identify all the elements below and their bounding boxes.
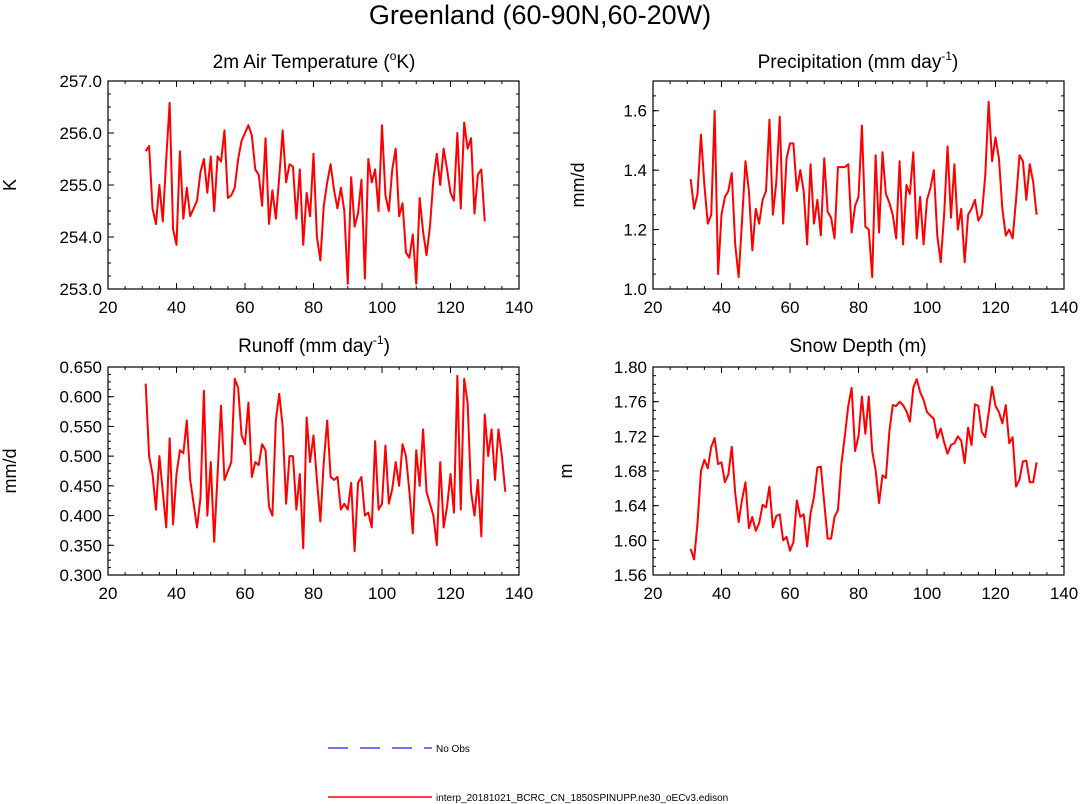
panel-title-runoff: Runoff (mm day-1) <box>238 333 390 357</box>
x-tick-label: 120 <box>436 584 464 603</box>
y-tick-label: 1.64 <box>614 497 647 516</box>
x-tick-label: 120 <box>436 298 464 317</box>
plot-area-snow-depth: 20 40 60 80 100 120 140 1.56 1.60 1.64 1.68 1.72 1.7… <box>614 358 1078 603</box>
plot-frame <box>652 366 1065 576</box>
y-axis-label: mm/d <box>0 449 20 494</box>
y-tick-label: 1.72 <box>614 427 647 446</box>
y-tick-label: 1.6 <box>623 102 647 121</box>
y-tick-label: 257.0 <box>59 72 102 91</box>
x-tick-label: 60 <box>781 298 800 317</box>
x-tick-label: 60 <box>236 298 255 317</box>
y-tick-label: 255.0 <box>59 176 102 195</box>
x-tick-label: 100 <box>368 584 396 603</box>
panel-unit-exponent: -1 <box>373 333 384 347</box>
panel-unit-kelvin: K) <box>396 52 415 73</box>
legend: No Obs interp_20181021_BCRC_CN_1850SPINU… <box>328 744 728 804</box>
x-tick-label: 100 <box>368 298 396 317</box>
y-tick-label: 256.0 <box>59 124 102 143</box>
panel-title-precipitation: Precipitation (mm day-1) <box>758 49 959 73</box>
y-tick-label: 1.80 <box>614 358 647 377</box>
y-tick-label: 0.550 <box>59 417 102 436</box>
y-tick-label: 254.0 <box>59 228 102 247</box>
panel-title-text: 2m Air Temperature <box>213 52 378 73</box>
x-tick-label: 140 <box>1050 298 1078 317</box>
series-line <box>689 378 1038 561</box>
x-tick-label: 20 <box>644 298 663 317</box>
series-line <box>144 374 507 553</box>
panel-unit-degree: o <box>390 49 397 63</box>
y-tick-label: 0.600 <box>59 388 102 407</box>
x-tick-label: 140 <box>1050 584 1078 603</box>
x-tick-label: 100 <box>913 584 941 603</box>
x-tick-label: 80 <box>304 584 323 603</box>
y-tick-label: 1.2 <box>623 221 647 240</box>
x-tick-label: 60 <box>781 584 800 603</box>
y-axis-label: mm/d <box>568 163 588 208</box>
panel-precipitation: Precipitation (mm day-1) mm/d 20 40 60 80 10… <box>568 49 1078 317</box>
y-tick-label: 1.68 <box>614 462 647 481</box>
y-tick-label: 0.300 <box>59 566 102 585</box>
y-tick-label: 1.4 <box>623 161 647 180</box>
y-axis-label: m <box>556 464 576 479</box>
panel-unit-exponent: -1 <box>941 49 952 63</box>
series-line <box>144 101 486 285</box>
x-tick-label: 40 <box>712 298 731 317</box>
x-tick-label: 40 <box>167 584 186 603</box>
y-tick-label: 0.450 <box>59 477 102 496</box>
x-tick-label: 80 <box>849 298 868 317</box>
y-tick-label: 0.400 <box>59 507 102 526</box>
y-tick-label: 1.0 <box>623 280 647 299</box>
y-tick-label: 253.0 <box>59 280 102 299</box>
x-tick-label: 120 <box>981 298 1009 317</box>
x-tick-label: 80 <box>849 584 868 603</box>
plot-area-precipitation: 20 40 60 80 100 120 140 1.0 1.2 1.4 1.6 <box>623 80 1078 317</box>
plot-area-air-temperature: 20 40 60 80 100 120 140 253.0 254.0 255.0 256.0 257… <box>59 72 533 317</box>
y-axis-label: K <box>0 179 20 191</box>
x-tick-label: 100 <box>913 298 941 317</box>
x-tick-label: 140 <box>505 298 533 317</box>
x-tick-label: 140 <box>505 584 533 603</box>
figure-title: Greenland (60-90N,60-20W) <box>369 0 711 30</box>
series-line <box>689 100 1038 279</box>
panel-title-air-temperature: 2m Air Temperature (oK) <box>213 49 416 73</box>
panel-snow-depth: Snow Depth (m) m 20 40 60 80 100 120 140 1.56 1.… <box>556 336 1078 603</box>
x-tick-label: 60 <box>236 584 255 603</box>
x-tick-label: 40 <box>712 584 731 603</box>
panel-air-temperature: 2m Air Temperature (oK) K 20 40 60 80 100 120… <box>0 49 533 317</box>
panel-runoff: Runoff (mm day-1) mm/d 20 40 60 80 100 120 140… <box>0 333 533 603</box>
y-tick-label: 0.350 <box>59 536 102 555</box>
y-tick-label: 0.650 <box>59 358 102 377</box>
y-tick-label: 1.60 <box>614 531 647 550</box>
x-tick-label: 40 <box>167 298 186 317</box>
panel-title-text: Runoff <box>238 336 294 357</box>
y-tick-label: 1.76 <box>614 393 647 412</box>
x-tick-label: 120 <box>981 584 1009 603</box>
x-tick-label: 80 <box>304 298 323 317</box>
x-tick-label: 20 <box>99 584 118 603</box>
plot-area-runoff: 20 40 60 80 100 120 140 0.300 0.350 0.400 0.450 0.5… <box>59 358 533 603</box>
y-tick-label: 1.56 <box>614 566 647 585</box>
panel-title-snow-depth: Snow Depth (m) <box>789 336 926 357</box>
legend-label-no-obs: No Obs <box>436 744 470 755</box>
legend-label-model: interp_20181021_BCRC_CN_1850SPINUPP.ne30… <box>436 793 728 804</box>
x-tick-label: 20 <box>644 584 663 603</box>
panel-title-text: Precipitation <box>758 52 863 73</box>
y-tick-label: 0.500 <box>59 447 102 466</box>
x-tick-label: 20 <box>99 298 118 317</box>
